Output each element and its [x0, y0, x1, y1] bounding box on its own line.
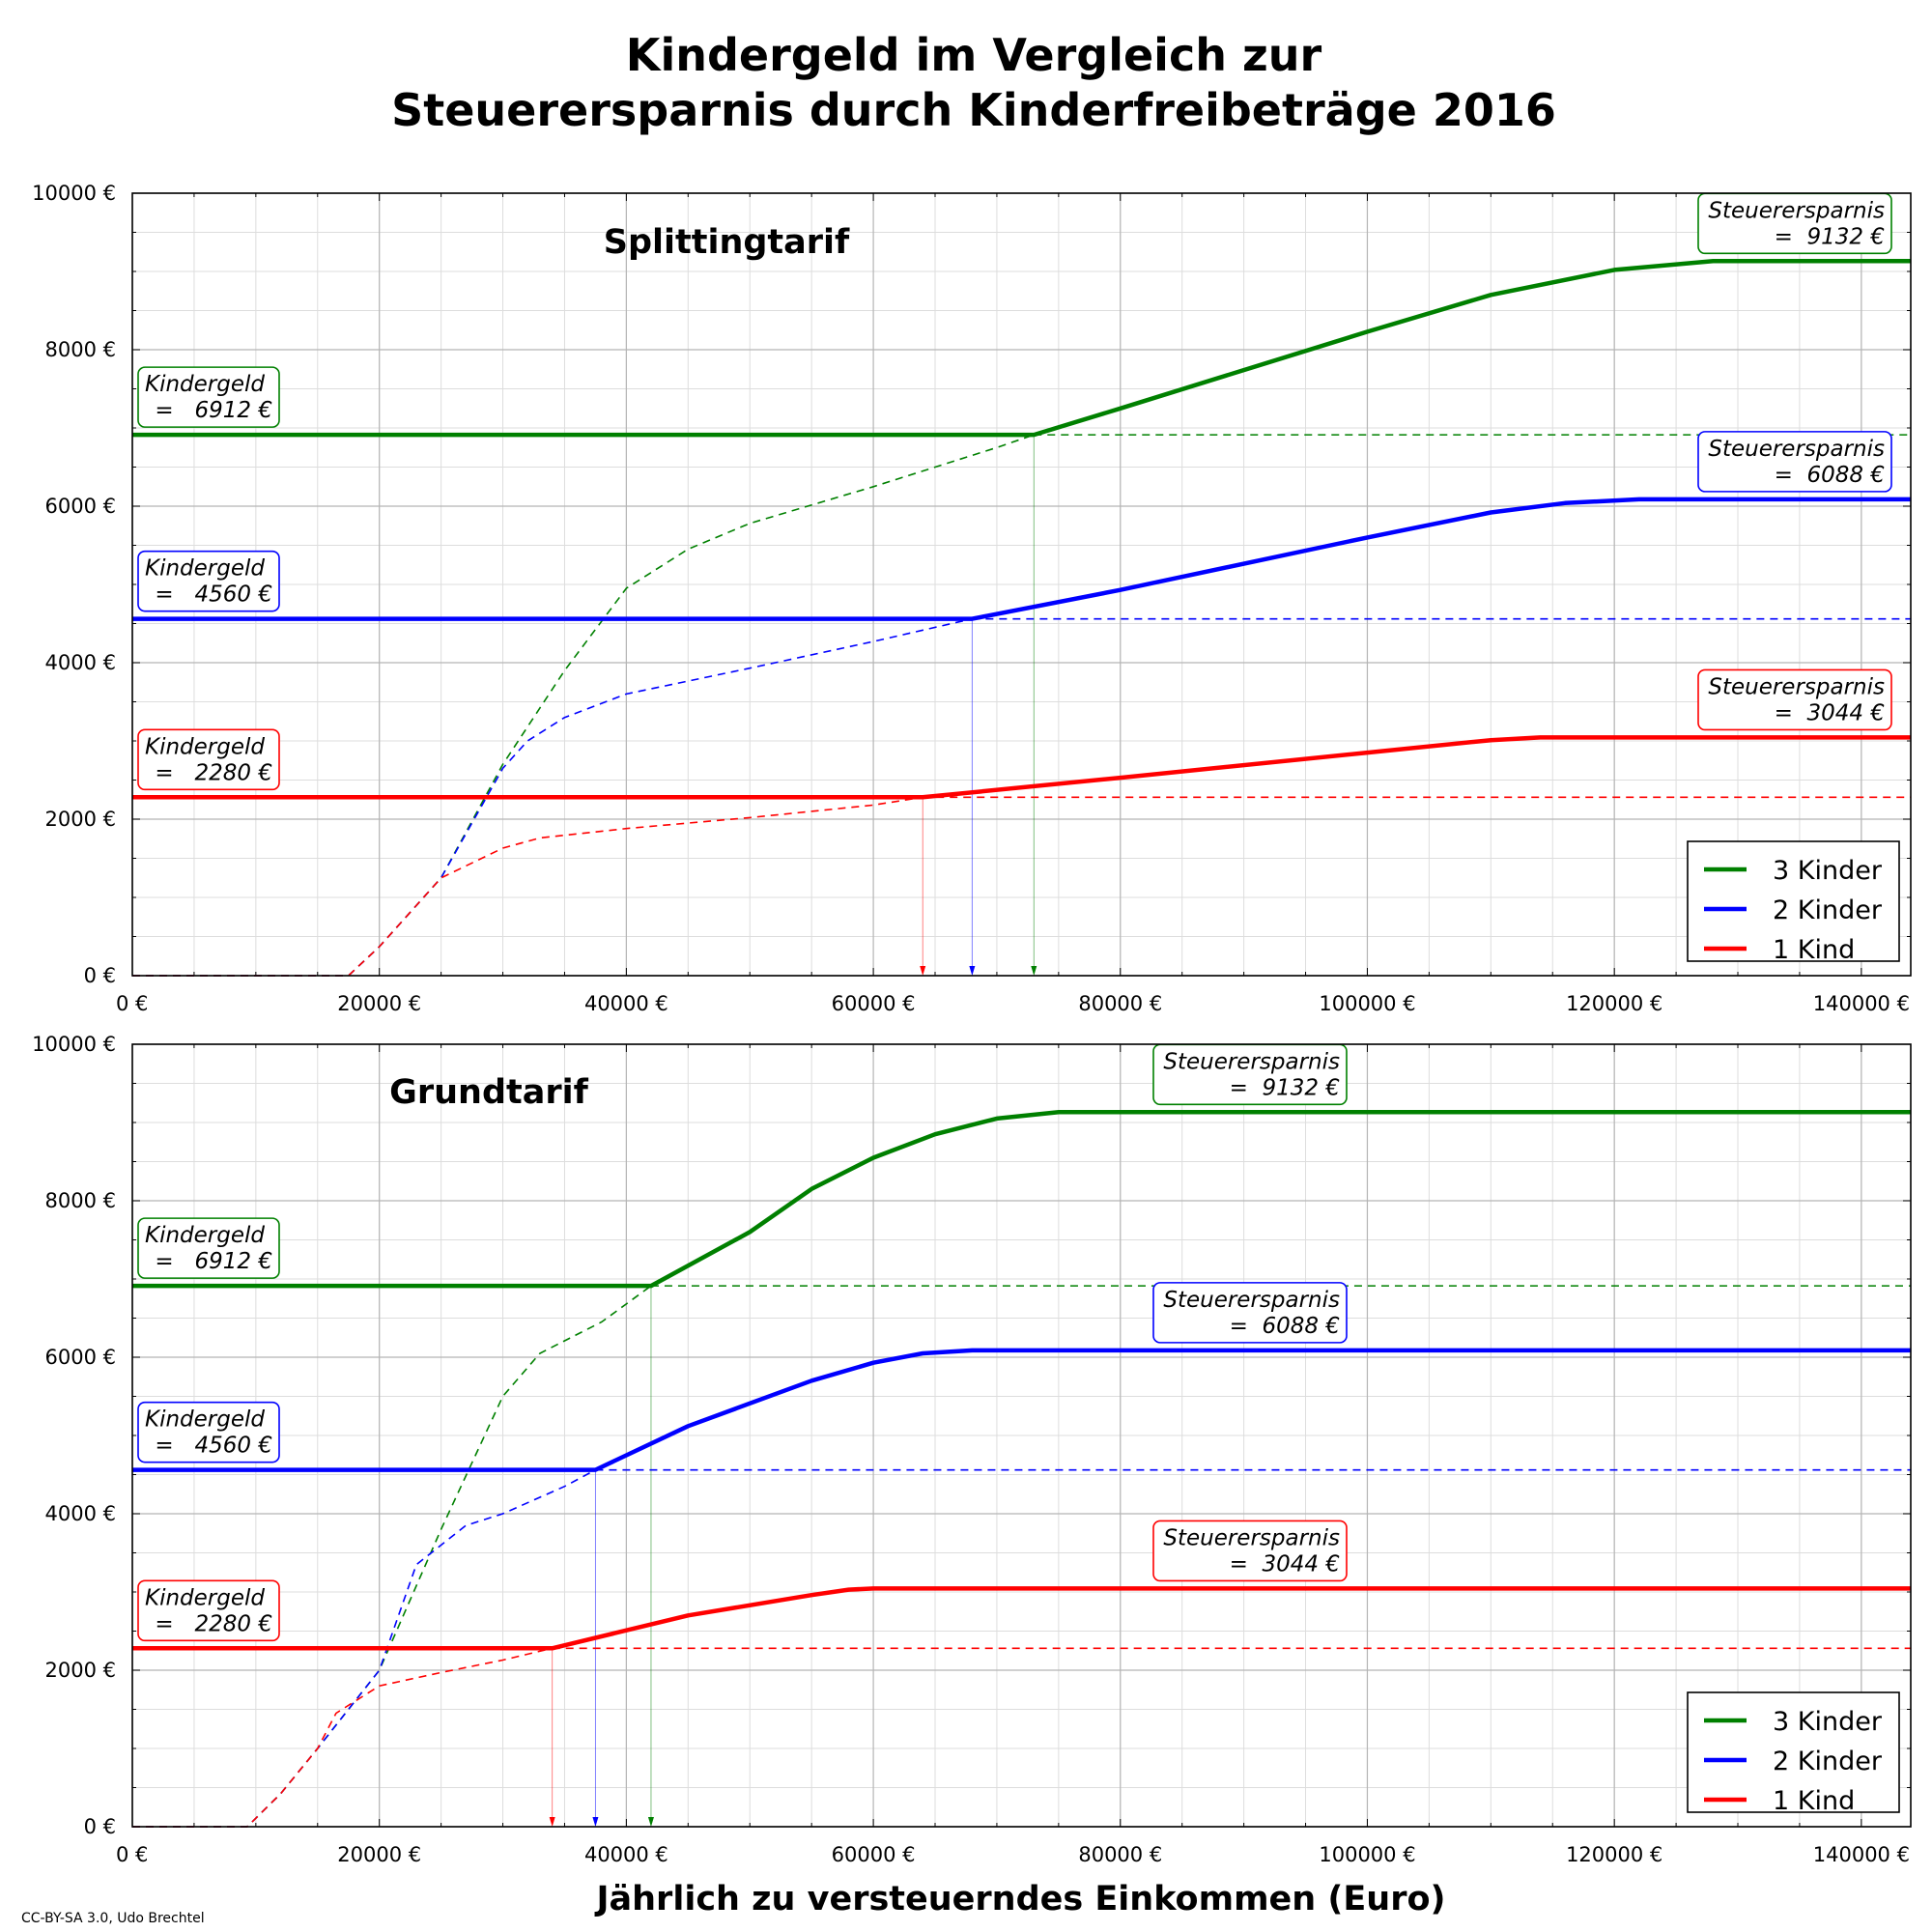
- plot-frame: [131, 1043, 1912, 1828]
- chart-title-line1: Kindergeld im Vergleich zur: [626, 29, 1322, 81]
- steuerersparnis-annotation-value: = 9132 €: [1230, 1075, 1340, 1100]
- panel-title: Splittingtarif: [604, 223, 850, 262]
- kindergeld-annotation-label: Kindergeld: [145, 1223, 265, 1248]
- x-tick-label: 140000 €: [1813, 992, 1910, 1015]
- tax-saving-curve: [132, 1647, 553, 1828]
- net-benefit-line: [132, 259, 1911, 438]
- x-tick-label: 100000 €: [1319, 992, 1415, 1015]
- steuerersparnis-annotation-value: = 6088 €: [1230, 1314, 1340, 1339]
- y-tick-label: 10000 €: [32, 1033, 116, 1056]
- y-tick-label: 2000 €: [45, 808, 116, 831]
- kindergeld-annotation-box: [137, 366, 280, 428]
- x-tick-label: 80000 €: [1078, 992, 1162, 1015]
- crossover-arrow: [920, 966, 926, 976]
- x-tick-label: 120000 €: [1566, 992, 1662, 1015]
- legend-label: 2 Kinder: [1773, 895, 1883, 925]
- kindergeld-annotation-label: Kindergeld: [145, 1407, 265, 1433]
- crossover-arrow: [969, 966, 976, 976]
- kindergeld-annotation-label: Kindergeld: [145, 1585, 265, 1610]
- panel-title: Grundtarif: [389, 1073, 588, 1112]
- x-tick-label: 140000 €: [1813, 1843, 1910, 1866]
- grundtarif-panel: 0 € 20000 € 40000 € 60000 € 80000 € 100000 € 1…: [32, 1033, 1912, 1866]
- legend-label: 1 Kind: [1773, 1786, 1855, 1816]
- steuerersparnis-annotation-box: [1152, 1282, 1348, 1344]
- kindergeld-annotation-value: = 6912 €: [155, 1249, 272, 1274]
- x-tick-label: 0 €: [116, 1843, 148, 1866]
- kindergeld-annotation-box: [137, 728, 280, 791]
- kindergeld-annotation-value: = 2280 €: [155, 760, 272, 785]
- steuerersparnis-annotation-value: = 3044 €: [1230, 1551, 1340, 1577]
- net-benefit-line: [132, 1348, 1911, 1472]
- tax-saving-curve: [132, 796, 923, 977]
- x-tick-label: 100000 €: [1319, 1843, 1415, 1866]
- y-tick-label: 8000 €: [45, 1189, 116, 1212]
- kindergeld-annotation-box: [137, 550, 280, 612]
- y-tick-label: 4000 €: [45, 1502, 116, 1525]
- steuerersparnis-annotation-label: Steuerersparnis: [1708, 198, 1885, 223]
- plot-frame: [131, 192, 1912, 977]
- legend-box: [1687, 1691, 1900, 1813]
- net-benefit-line: [132, 1110, 1911, 1289]
- chart-title-line2: Steuerersparnis durch Kinderfreibeträge …: [391, 84, 1556, 136]
- crossover-arrow: [592, 1817, 599, 1827]
- steuerersparnis-annotation-label: Steuerersparnis: [1163, 1288, 1340, 1313]
- y-tick-label: 4000 €: [45, 651, 116, 674]
- legend-label: 3 Kinder: [1773, 856, 1883, 886]
- kindergeld-annotation-box: [137, 1401, 280, 1463]
- splitting-panel: 0 € 20000 € 40000 € 60000 € 80000 € 100000 € 1…: [32, 182, 1912, 1015]
- x-axis-label: Jährlich zu versteuerndes Einkommen (Eur…: [595, 1880, 1446, 1918]
- x-tick-label: 80000 €: [1078, 1843, 1162, 1866]
- steuerersparnis-annotation-label: Steuerersparnis: [1163, 1049, 1340, 1074]
- kindergeld-annotation-label: Kindergeld: [145, 556, 265, 582]
- net-benefit-line: [132, 735, 1911, 800]
- x-tick-label: 20000 €: [337, 992, 421, 1015]
- crossover-arrow: [549, 1817, 555, 1827]
- x-tick-label: 20000 €: [337, 1843, 421, 1866]
- steuerersparnis-annotation-box: [1697, 431, 1892, 493]
- x-tick-label: 60000 €: [832, 1843, 916, 1866]
- kindergeld-annotation-box: [137, 1217, 280, 1279]
- crossover-arrow: [647, 1817, 654, 1827]
- y-tick-label: 6000 €: [45, 495, 116, 518]
- tax-saving-curve: [132, 434, 1035, 977]
- steuerersparnis-annotation-label: Steuerersparnis: [1708, 437, 1885, 462]
- steuerersparnis-annotation-value: = 9132 €: [1775, 224, 1885, 249]
- kindergeld-annotation-box: [137, 1579, 280, 1642]
- legend-label: 1 Kind: [1773, 935, 1855, 965]
- legend-box: [1687, 840, 1900, 962]
- legend-label: 2 Kinder: [1773, 1747, 1883, 1776]
- y-tick-label: 8000 €: [45, 338, 116, 361]
- credit-text: CC-BY-SA 3.0, Udo Brechtel: [21, 1911, 205, 1926]
- y-tick-label: 10000 €: [32, 182, 116, 205]
- steuerersparnis-annotation-label: Steuerersparnis: [1163, 1525, 1340, 1550]
- steuerersparnis-annotation-label: Steuerersparnis: [1708, 674, 1885, 699]
- steuerersparnis-annotation-box: [1152, 1520, 1348, 1582]
- net-benefit-line: [132, 1586, 1911, 1651]
- crossover-arrow: [1031, 966, 1037, 976]
- y-tick-label: 0 €: [84, 964, 116, 987]
- kindergeld-annotation-value: = 4560 €: [155, 1434, 272, 1459]
- x-tick-label: 40000 €: [584, 1843, 668, 1866]
- y-tick-label: 0 €: [84, 1815, 116, 1838]
- steuerersparnis-annotation-value: = 3044 €: [1775, 700, 1885, 725]
- kindergeld-annotation-value: = 2280 €: [155, 1611, 272, 1636]
- steuerersparnis-annotation-value: = 6088 €: [1775, 463, 1885, 488]
- kindergeld-annotation-label: Kindergeld: [145, 734, 265, 759]
- x-tick-label: 0 €: [116, 992, 148, 1015]
- kindergeld-annotation-label: Kindergeld: [145, 372, 265, 397]
- x-tick-label: 120000 €: [1566, 1843, 1662, 1866]
- x-tick-label: 40000 €: [584, 992, 668, 1015]
- y-tick-label: 2000 €: [45, 1659, 116, 1682]
- steuerersparnis-annotation-box: [1697, 668, 1892, 731]
- net-benefit-line: [132, 497, 1911, 621]
- x-tick-label: 60000 €: [832, 992, 916, 1015]
- y-tick-label: 6000 €: [45, 1346, 116, 1369]
- tax-saving-curve: [132, 1285, 652, 1828]
- kindergeld-annotation-value: = 4560 €: [155, 582, 272, 608]
- legend-label: 3 Kinder: [1773, 1707, 1883, 1737]
- kindergeld-annotation-value: = 6912 €: [155, 398, 272, 423]
